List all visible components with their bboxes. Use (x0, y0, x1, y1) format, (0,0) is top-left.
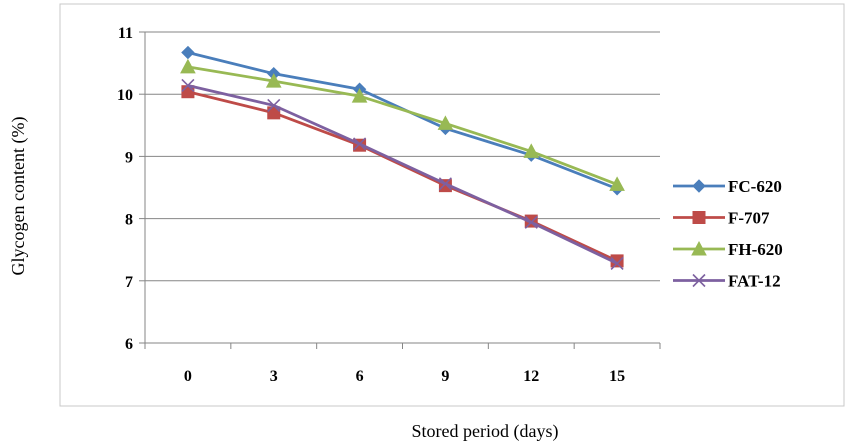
data-point (267, 98, 281, 112)
series-line (187, 84, 618, 265)
x-axis-title: Stored period (days) (412, 421, 559, 442)
series-fh-620 (180, 58, 625, 191)
x-marker-stroke (353, 137, 367, 151)
legend-item-fh-620: FH-620 (673, 240, 783, 259)
series-fc-620 (181, 45, 624, 196)
y-tick-label: 11 (118, 25, 133, 42)
legend-marker (692, 211, 706, 224)
data-point (353, 137, 367, 151)
data-point (181, 78, 195, 93)
legend-item-fat-12: FAT-12 (673, 272, 781, 291)
legend-label: FAT-12 (728, 272, 781, 291)
data-point (523, 143, 540, 158)
series-line (187, 51, 618, 191)
legend-label: FH-620 (728, 240, 783, 259)
x-tick-label: 3 (270, 368, 278, 385)
data-point (438, 177, 452, 191)
legend-item-fc-620: FC-620 (673, 177, 782, 196)
legend-marker (692, 179, 706, 193)
x-marker-stroke (524, 215, 538, 229)
x-marker-stroke (438, 177, 452, 191)
data-point (265, 73, 282, 88)
y-tick-label: 10 (117, 87, 133, 104)
x-tick-label: 9 (441, 368, 449, 385)
y-tick-label: 9 (125, 149, 133, 166)
y-axis-title: Glycogen content (%) (8, 117, 29, 276)
x-marker-stroke (267, 98, 281, 112)
series-f-707 (181, 85, 624, 268)
x-marker-stroke (610, 256, 624, 270)
data-point (180, 58, 196, 74)
y-tick-labels: 6 7 8 9 10 11 (117, 25, 133, 353)
data-point (181, 45, 195, 60)
y-tick-label: 7 (125, 274, 133, 291)
x-tick-label: 6 (356, 368, 364, 385)
legend-marker (692, 273, 706, 288)
data-point (610, 256, 624, 270)
chart-frame (59, 3, 845, 407)
y-tick-label: 8 (125, 212, 133, 229)
axes (139, 31, 661, 349)
legend-label: FC-620 (728, 177, 782, 196)
data-point (609, 176, 625, 191)
x-marker-stroke (692, 273, 706, 288)
series-lines (180, 45, 625, 270)
data-point (437, 115, 454, 130)
x-marker-stroke (181, 78, 195, 93)
x-tick-label: 12 (523, 368, 539, 385)
legend-label: F-707 (728, 209, 770, 228)
series-fat-12 (181, 78, 624, 270)
y-tick-label: 6 (125, 336, 133, 353)
data-point (351, 88, 368, 103)
x-tick-labels: 0 3 6 9 12 15 (184, 368, 625, 385)
legend-marker (691, 240, 707, 256)
x-tick-label: 0 (184, 368, 192, 385)
series-line (187, 65, 618, 186)
legend-item-f-707: F-707 (673, 209, 770, 228)
legend: FC-620 F-707 FH-620 FAT-12 (673, 177, 783, 291)
x-tick-label: 15 (609, 368, 625, 385)
series-line (187, 90, 618, 263)
data-point (524, 215, 538, 229)
